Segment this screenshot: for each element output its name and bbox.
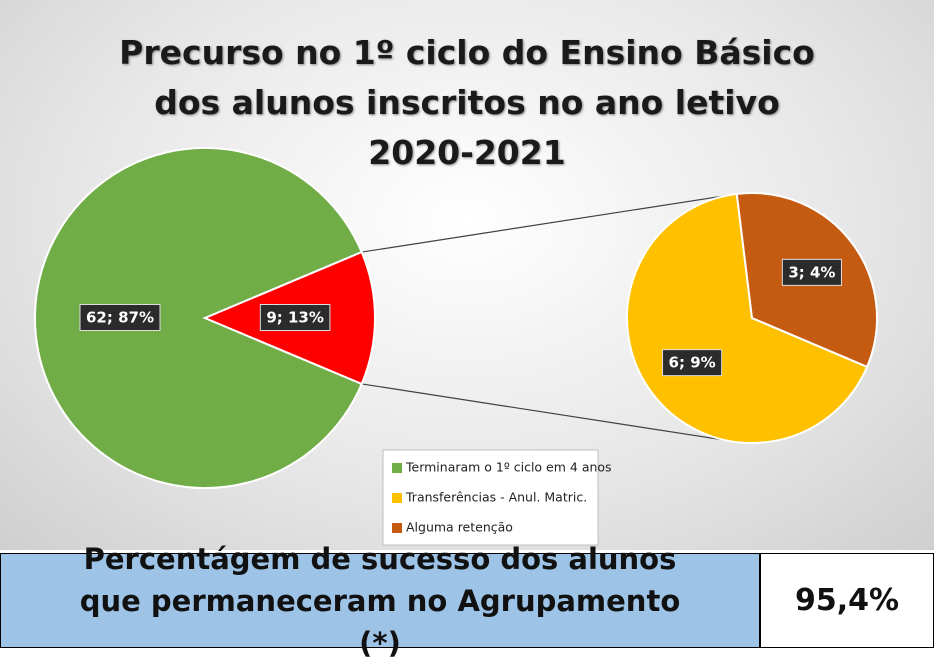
chart-title: Precurso no 1º ciclo do Ensino Básico do… bbox=[119, 33, 815, 172]
data-label: 6; 9% bbox=[669, 354, 716, 372]
summary-value: 95,4% bbox=[794, 583, 900, 618]
data-label-bg bbox=[259, 304, 331, 331]
pie-slice bbox=[626, 192, 869, 444]
legend-swatch bbox=[392, 493, 402, 503]
legend-swatch bbox=[392, 523, 402, 533]
data-label: 3; 4% bbox=[788, 263, 835, 281]
data-label-bg bbox=[781, 258, 842, 286]
summary-table: Percentágem de sucesso dos alunos que pe… bbox=[0, 542, 934, 660]
data-label: 9; 13% bbox=[266, 309, 324, 327]
connector-line bbox=[361, 383, 740, 443]
chart-area: Precurso no 1º ciclo do Ensino Básico do… bbox=[0, 0, 934, 550]
legend-swatch bbox=[392, 463, 402, 473]
connector-line bbox=[361, 193, 737, 253]
data-label-bg bbox=[662, 349, 723, 377]
summary-label: Percentágem de sucesso dos alunos que pe… bbox=[1, 542, 761, 660]
pie-slice bbox=[34, 147, 364, 489]
data-label-bg bbox=[79, 304, 161, 331]
legend-label: Terminaram o 1º ciclo em 4 anos bbox=[405, 460, 612, 475]
legend-label: Transferências - Anul. Matric. bbox=[405, 490, 587, 505]
chart: 62; 87% 9; 13% 6; 9% 3; 4% Terminaram o 1º c… bbox=[34, 147, 878, 546]
data-label: 62; 87% bbox=[86, 309, 154, 327]
legend-label: Alguma retenção bbox=[406, 520, 513, 535]
legend-box bbox=[382, 449, 599, 546]
